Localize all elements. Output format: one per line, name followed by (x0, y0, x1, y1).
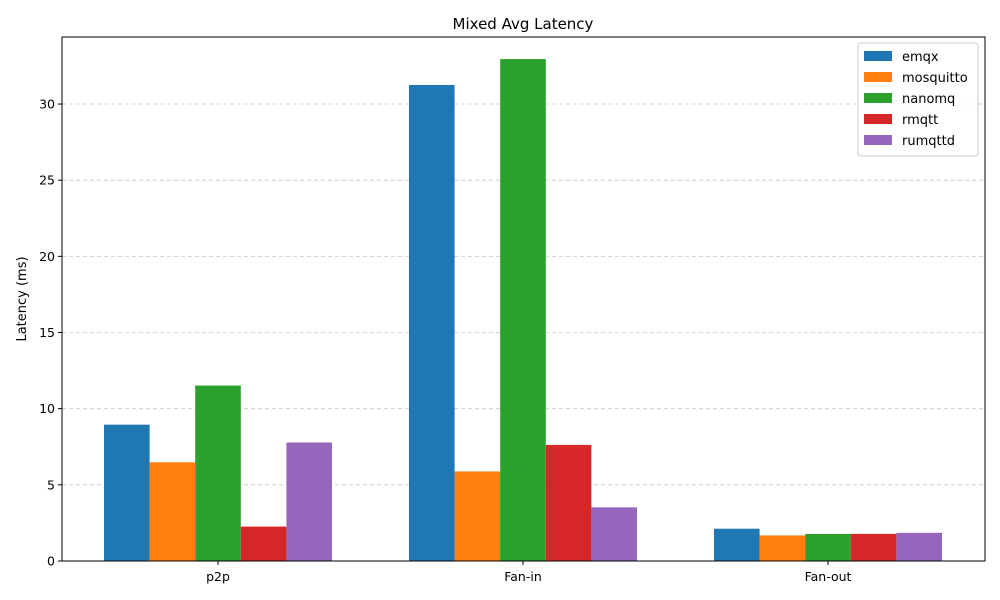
bar-mosquitto-fan-in (454, 471, 501, 561)
x-tick-label: Fan-in (504, 569, 542, 584)
y-ticks: 0 5 10 15 20 25 30 (39, 97, 62, 569)
y-tick-label: 25 (39, 173, 55, 188)
bars (104, 59, 942, 562)
y-tick-label: 10 (39, 401, 55, 416)
bar-mosquitto-p2p (149, 462, 196, 561)
x-ticks: p2p Fan-in Fan-out (206, 561, 852, 584)
bar-rumqttd-p2p (286, 442, 332, 561)
legend-swatch-rumqttd (864, 135, 892, 145)
legend-label-nanomq: nanomq (902, 92, 955, 107)
bar-emqx-p2p (104, 424, 150, 561)
bar-rumqttd-fan-in (591, 507, 637, 561)
legend-box (857, 42, 979, 157)
bar-rmqtt-fan-out (850, 533, 897, 561)
bar-rmqtt-p2p (240, 526, 287, 561)
legend-swatch-mosquitto (864, 72, 892, 82)
legend-label-mosquitto: mosquitto (902, 71, 968, 86)
legend-label-rmqtt: rmqtt (902, 113, 938, 128)
bar-emqx-fan-in (409, 84, 455, 562)
bar-emqx-fan-out (714, 528, 760, 561)
x-tick-label: Fan-out (805, 569, 852, 584)
y-tick-label: 0 (47, 554, 55, 569)
y-axis-label: Latency (ms) (15, 256, 30, 341)
legend-swatch-emqx (864, 51, 892, 61)
legend: emqx mosquitto nanomq rmqtt rumqttd (857, 42, 979, 157)
legend-swatch-nanomq (864, 93, 892, 103)
legend-label-rumqttd: rumqttd (902, 134, 955, 149)
bar-rmqtt-fan-in (545, 444, 592, 561)
bar-nanomq-fan-in (500, 59, 546, 561)
legend-label-emqx: emqx (902, 50, 939, 65)
bar-nanomq-p2p (195, 385, 241, 561)
x-tick-label: p2p (206, 569, 230, 584)
y-tick-label: 20 (39, 249, 55, 264)
bar-mosquitto-fan-out (759, 535, 806, 561)
y-tick-label: 30 (39, 97, 55, 112)
bar-nanomq-fan-out (805, 533, 851, 561)
y-tick-label: 15 (39, 325, 55, 340)
chart-title: Mixed Avg Latency (453, 15, 594, 33)
bar-rumqttd-fan-out (896, 532, 942, 561)
y-tick-label: 5 (47, 477, 55, 492)
legend-swatch-rmqtt (864, 114, 892, 124)
